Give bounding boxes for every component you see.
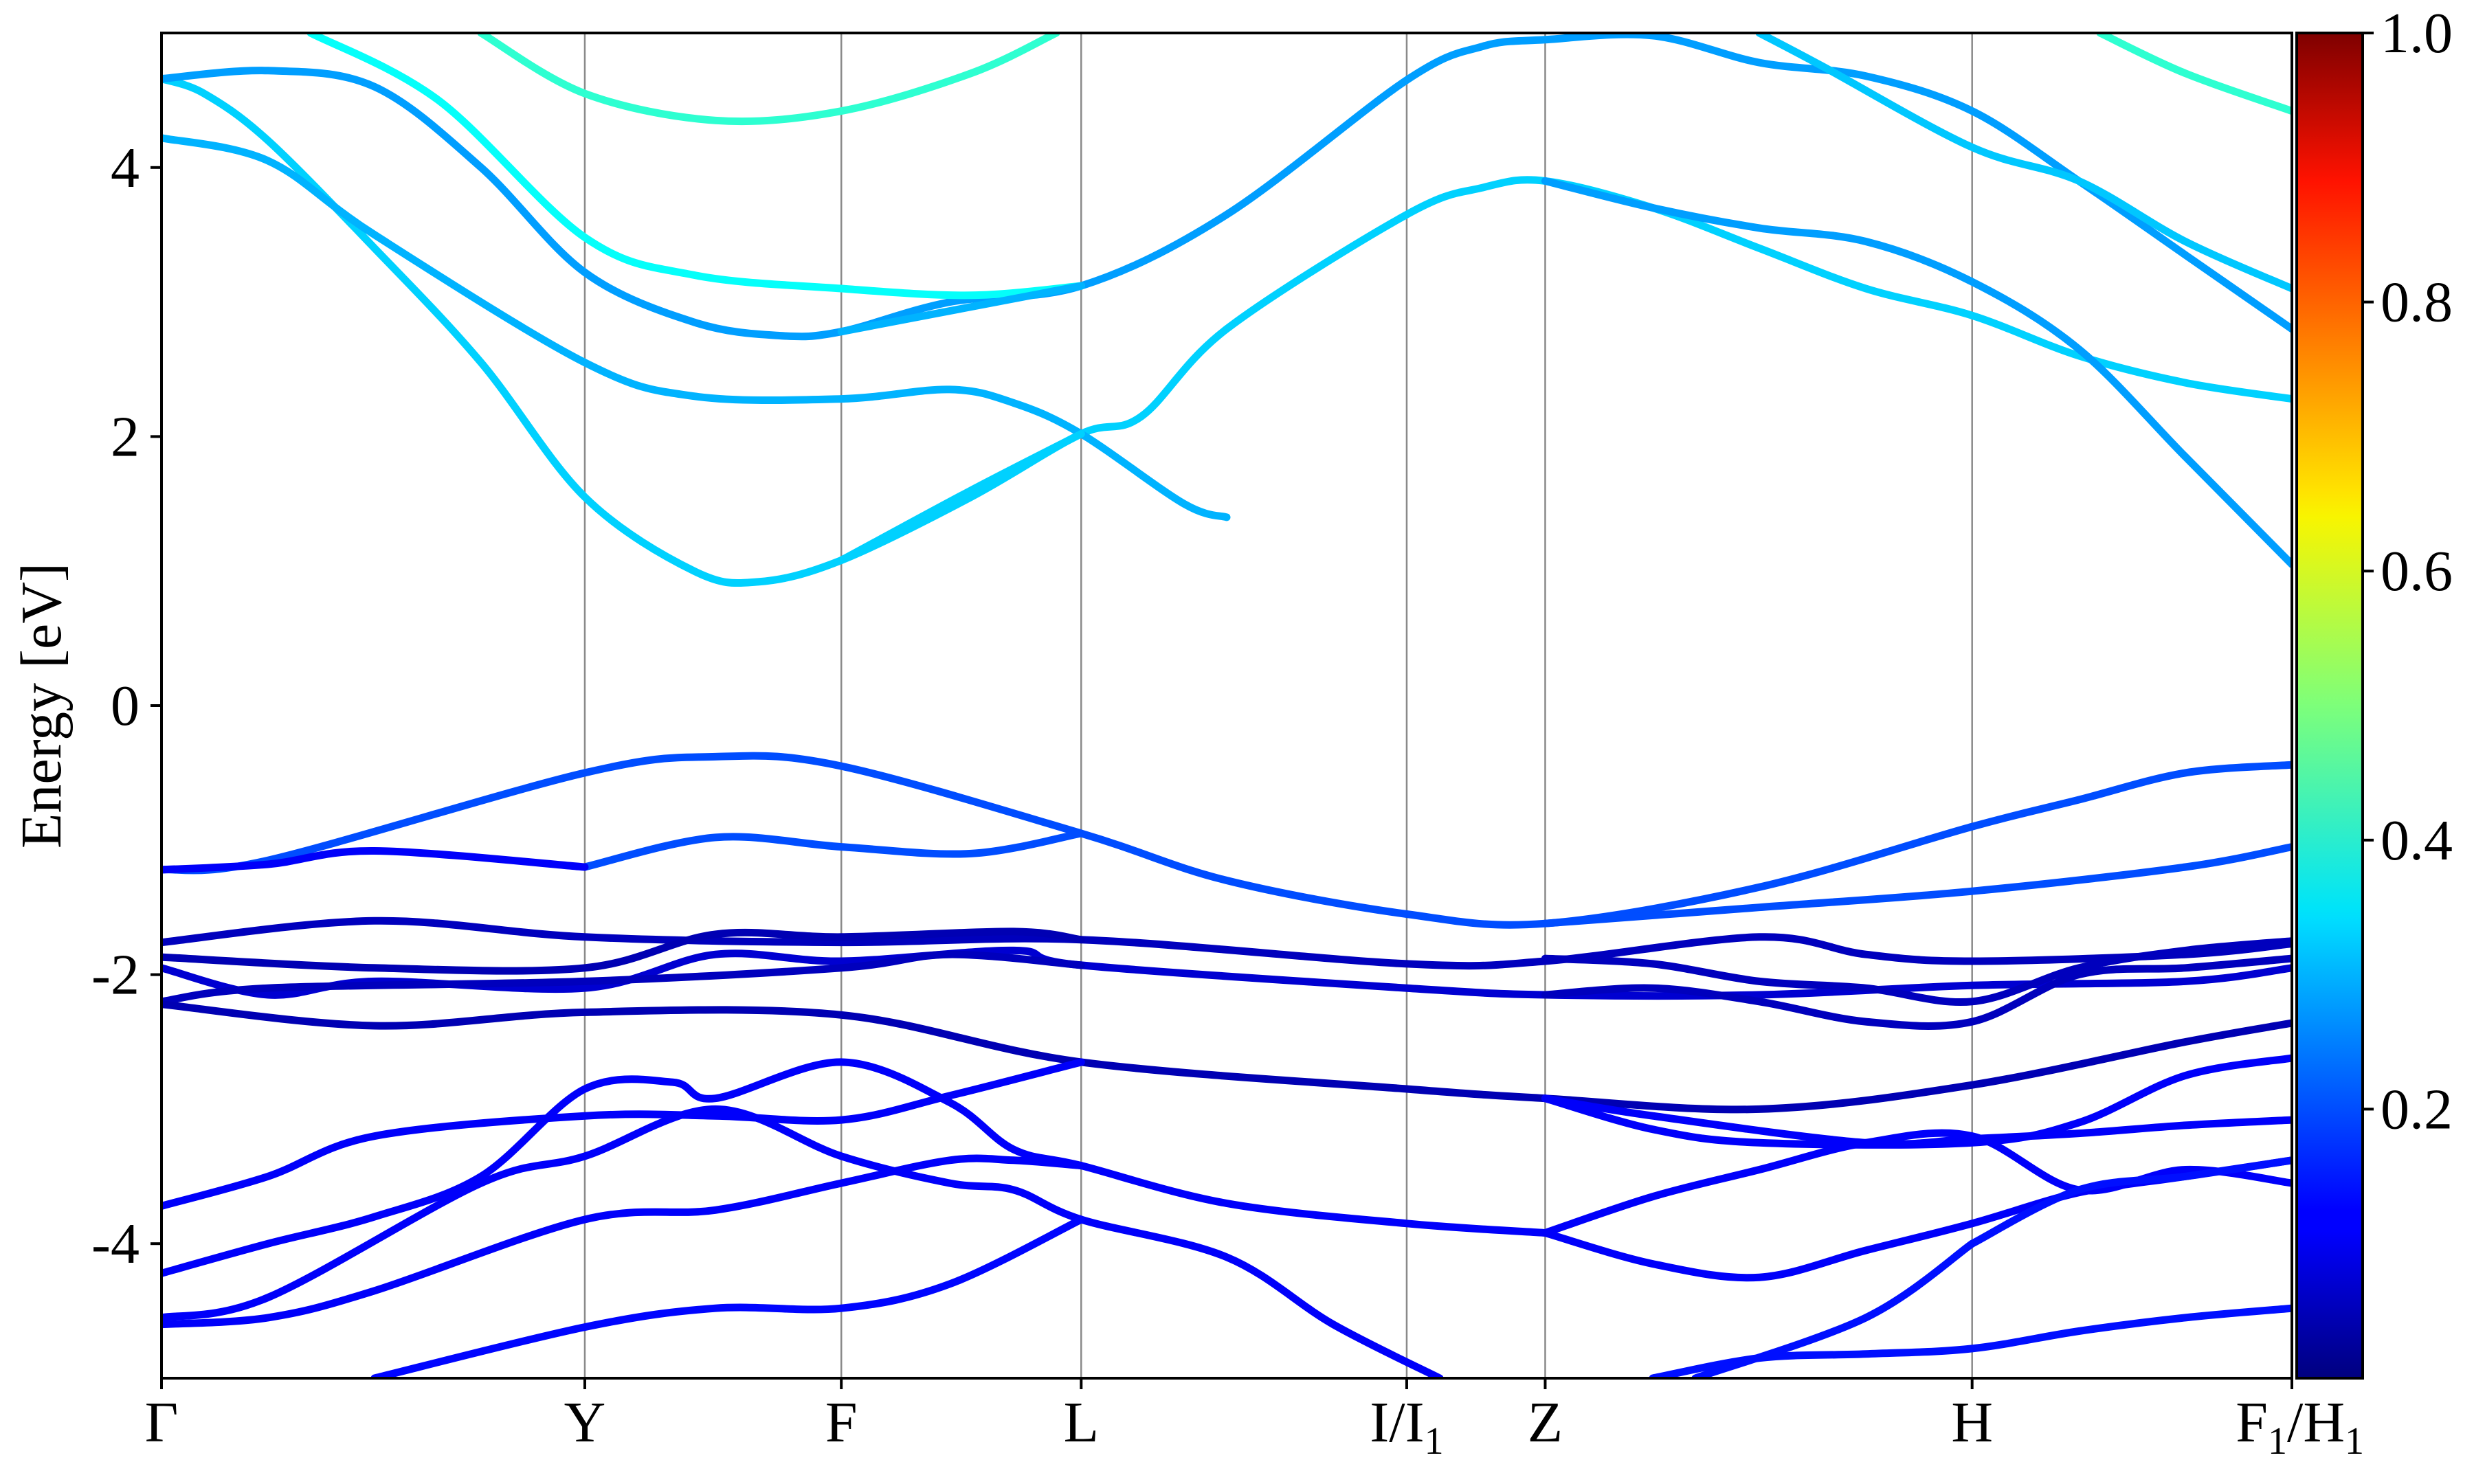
- colorbar-tick-label-0: 0.2: [2381, 1077, 2453, 1141]
- y-tick-label-1: -2: [91, 943, 140, 1007]
- band-10: [161, 752, 2292, 929]
- band-22: [161, 1058, 1549, 1277]
- band-26: [1541, 1054, 2292, 1149]
- colorbar-gradient: [2295, 32, 2364, 1380]
- x-tick-label-5: Z: [1528, 1391, 1563, 1454]
- x-tick-label-0: Γ: [145, 1391, 179, 1454]
- band-12: [1541, 843, 2292, 928]
- band-28: [1541, 1129, 2292, 1237]
- colorbar-tick-label-1: 0.4: [2381, 809, 2453, 873]
- band-0: [161, 75, 2292, 587]
- band-3: [161, 33, 2292, 341]
- y-axis-ticks: -4 -2 0 2 4: [91, 136, 161, 1276]
- band-17: [161, 950, 1085, 1006]
- x-tick-label-2: F: [825, 1391, 858, 1454]
- band-2: [837, 430, 1085, 564]
- colorbar-ticks: 0.2 0.4 0.6 0.8 1.0: [2363, 1, 2453, 1141]
- kpoint-lines: [583, 33, 1973, 1378]
- colorbar-tick-label-3: 0.8: [2381, 271, 2453, 335]
- band-8: [477, 33, 1060, 126]
- y-axis-label: Energy [eV]: [10, 563, 74, 848]
- colorbar-tick-label-2: 0.6: [2381, 539, 2453, 603]
- band-7: [1755, 33, 2292, 293]
- band-20: [1541, 954, 2292, 1030]
- band-11: [581, 829, 1085, 871]
- x-tick-label-4: I/I1: [1370, 1391, 1443, 1463]
- band-25: [370, 1215, 1085, 1378]
- band-19: [1541, 937, 2292, 1007]
- band-23: [161, 1105, 1444, 1378]
- x-axis-ticks: Γ Y F L I/I1 Z H F1/H1: [145, 1378, 2364, 1463]
- band-4: [307, 33, 1085, 300]
- y-tick-label-2: 0: [111, 674, 140, 738]
- band-9: [2096, 33, 2292, 115]
- band-6: [1541, 177, 2292, 568]
- bands: [161, 33, 2292, 1378]
- x-tick-label-1: Y: [564, 1391, 606, 1454]
- colorbar-tick-label-4: 1.0: [2381, 1, 2453, 65]
- colorbar: 0.2 0.4 0.6 0.8 1.0: [2295, 1, 2453, 1380]
- band-24: [161, 1154, 1085, 1329]
- y-tick-label-4: 4: [111, 136, 140, 200]
- band-1: [161, 134, 1231, 521]
- band-5: [837, 282, 1085, 336]
- band-13: [161, 846, 589, 874]
- band-32: [1691, 1239, 1976, 1378]
- x-tick-label-7: F1/H1: [2236, 1391, 2364, 1463]
- band-31: [1968, 1156, 2292, 1248]
- band-14: [161, 917, 2292, 970]
- band-15: [161, 928, 1085, 975]
- y-tick-label-0: -4: [91, 1212, 140, 1276]
- y-tick-label-3: 2: [111, 405, 140, 469]
- band-27: [1541, 1094, 2292, 1148]
- x-tick-label-3: L: [1064, 1391, 1099, 1454]
- band-18: [161, 1000, 2292, 1114]
- x-tick-label-6: H: [1951, 1391, 1993, 1454]
